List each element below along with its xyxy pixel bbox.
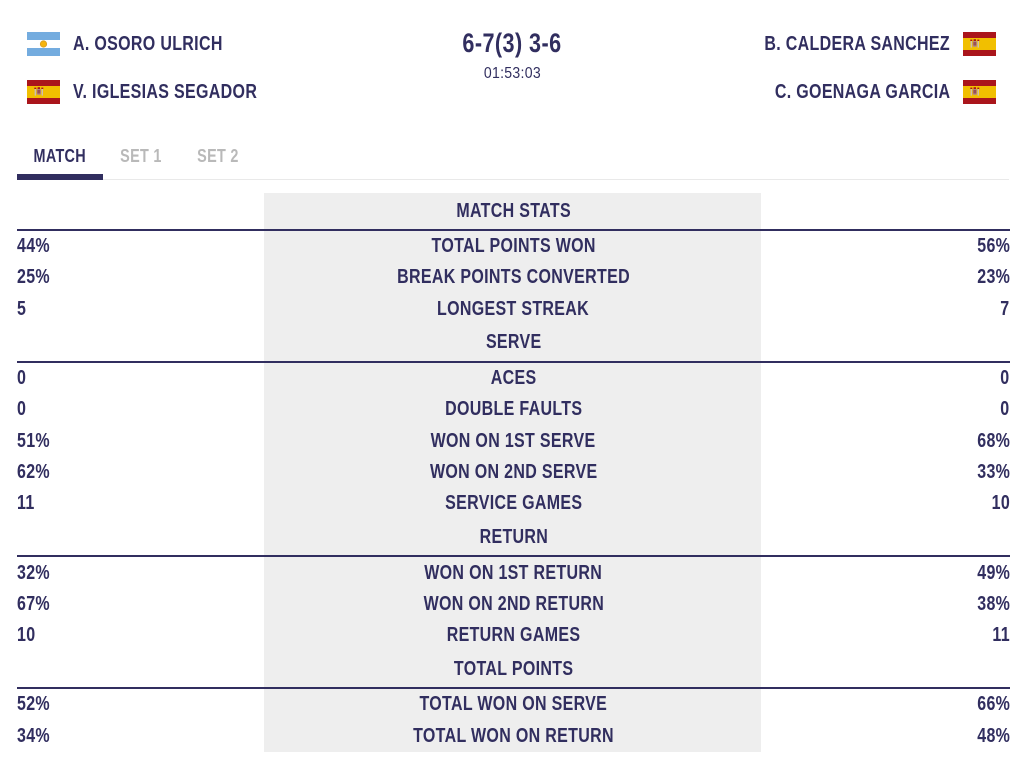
player-name: B. CALDERA SANCHEZ	[764, 32, 950, 55]
stat-row-won-on-2nd-return: 67% WON ON 2ND RETURN 38%	[17, 589, 1010, 620]
stat-value-left: 5	[17, 297, 27, 320]
section-header: TOTAL POINTS	[17, 651, 1010, 690]
player-flag	[27, 32, 60, 56]
player-row: A. OSORO ULRICH	[27, 32, 303, 56]
stat-row-break-points-converted: 25% BREAK POINTS CONVERTED 23%	[17, 262, 1010, 293]
stat-value-right: 66%	[977, 693, 1010, 716]
stat-label: TOTAL POINTS WON	[431, 235, 596, 258]
stat-row-total-won-on-return: 34% TOTAL WON ON RETURN 48%	[17, 721, 1010, 752]
match-header: A. OSORO ULRICH V. IGLESIAS SEGADOR 6-7(…	[0, 0, 1024, 117]
player-row: V. IGLESIAS SEGADOR	[27, 80, 303, 104]
section-title: RETURN	[479, 525, 548, 548]
stat-row-return-games: 10 RETURN GAMES 11	[17, 620, 1010, 651]
section-title: MATCH STATS	[456, 199, 571, 222]
section-header: SERVE	[17, 325, 1010, 363]
stat-value-right: 23%	[977, 266, 1010, 289]
stat-label: RETURN GAMES	[446, 624, 581, 647]
section-title: SERVE	[485, 331, 542, 354]
stat-label: WON ON 1ST RETURN	[424, 561, 603, 584]
section-header: RETURN	[17, 519, 1010, 558]
tab-bar: MATCH SET 1 SET 2	[17, 140, 1010, 180]
stats-table: MATCH STATS 44% TOTAL POINTS WON 56% 25%…	[17, 193, 1010, 752]
stat-value-right: 38%	[977, 592, 1010, 615]
section-header: MATCH STATS	[17, 193, 1010, 231]
spain-flag-icon	[27, 80, 60, 104]
stat-value-right: 7	[1000, 297, 1010, 320]
spain-flag-icon	[963, 32, 996, 56]
stat-row-longest-streak: 5 LONGEST STREAK 7	[17, 294, 1010, 325]
team-right: B. CALDERA SANCHEZ C. GOENAGA GARCIA	[718, 32, 996, 104]
stat-row-won-on-1st-serve: 51% WON ON 1ST SERVE 68%	[17, 425, 1010, 456]
stat-label: SERVICE GAMES	[444, 492, 583, 515]
player-name: V. IGLESIAS SEGADOR	[73, 80, 258, 103]
tab-label: MATCH	[33, 145, 87, 166]
stat-label: TOTAL WON ON SERVE	[419, 693, 608, 716]
team-left: A. OSORO ULRICH V. IGLESIAS SEGADOR	[27, 32, 303, 104]
stat-label: TOTAL WON ON RETURN	[413, 724, 614, 747]
stat-value-left: 67%	[17, 592, 50, 615]
stat-value-left: 51%	[17, 429, 50, 452]
player-flag	[963, 32, 996, 56]
tab-set-1[interactable]: SET 1	[103, 140, 179, 180]
player-name: C. GOENAGA GARCIA	[774, 80, 950, 103]
player-row: B. CALDERA SANCHEZ	[718, 32, 996, 56]
stat-value-right: 68%	[977, 429, 1010, 452]
stat-value-left: 0	[17, 398, 27, 421]
stat-value-right: 49%	[977, 561, 1010, 584]
stat-value-right: 11	[992, 624, 1010, 647]
stat-label: LONGEST STREAK	[437, 297, 590, 320]
stat-value-left: 25%	[17, 266, 50, 289]
stat-value-right: 0	[1000, 367, 1010, 390]
player-flag	[27, 80, 60, 104]
stats-section-return: RETURN 32% WON ON 1ST RETURN 49% 67% WON…	[17, 519, 1010, 651]
stat-value-left: 10	[17, 624, 36, 647]
stat-row-total-won-on-serve: 52% TOTAL WON ON SERVE 66%	[17, 689, 1010, 720]
stat-label: WON ON 2ND RETURN	[423, 592, 604, 615]
stat-value-left: 0	[17, 367, 27, 390]
center-panel-background	[264, 193, 761, 752]
stat-row-total-points-won: 44% TOTAL POINTS WON 56%	[17, 231, 1010, 262]
match-duration: 01:53:03	[483, 65, 541, 82]
section-title: TOTAL POINTS	[453, 657, 574, 680]
match-score: 6-7(3) 3-6	[462, 28, 562, 58]
stat-label: WON ON 1ST SERVE	[431, 429, 596, 452]
stat-value-left: 32%	[17, 561, 50, 584]
spain-flag-icon	[963, 80, 996, 104]
stats-section-serve: SERVE 0 ACES 0 0 DOUBLE FAULTS 0 51% WON…	[17, 325, 1010, 519]
tab-label: SET 1	[120, 145, 162, 166]
stat-label: BREAK POINTS CONVERTED	[397, 266, 630, 289]
stat-value-left: 11	[17, 492, 35, 515]
tab-label: SET 2	[197, 145, 239, 166]
stat-label: WON ON 2ND SERVE	[429, 460, 598, 483]
stat-value-right: 48%	[977, 724, 1010, 747]
stats-section-match-stats: MATCH STATS 44% TOTAL POINTS WON 56% 25%…	[17, 193, 1010, 325]
player-flag	[963, 80, 996, 104]
stat-value-right: 56%	[977, 235, 1010, 258]
player-row: C. GOENAGA GARCIA	[718, 80, 996, 104]
stat-value-right: 33%	[977, 460, 1010, 483]
stat-value-left: 44%	[17, 235, 50, 258]
score-block: 6-7(3) 3-6 01:53:03	[0, 28, 1024, 82]
tab-match[interactable]: MATCH	[17, 140, 103, 180]
stat-value-right: 0	[1000, 398, 1010, 421]
stat-row-won-on-2nd-serve: 62% WON ON 2ND SERVE 33%	[17, 457, 1010, 488]
stat-row-double-faults: 0 DOUBLE FAULTS 0	[17, 394, 1010, 425]
argentina-flag-icon	[27, 32, 60, 56]
stat-value-left: 34%	[17, 724, 50, 747]
stat-value-left: 52%	[17, 693, 50, 716]
stat-row-aces: 0 ACES 0	[17, 363, 1010, 394]
stat-value-right: 10	[991, 492, 1010, 515]
player-name: A. OSORO ULRICH	[73, 32, 223, 55]
stat-label: DOUBLE FAULTS	[444, 398, 583, 421]
stat-value-left: 62%	[17, 460, 50, 483]
stat-row-service-games: 11 SERVICE GAMES 10	[17, 488, 1010, 519]
tab-set-2[interactable]: SET 2	[179, 140, 257, 180]
stat-row-won-on-1st-return: 32% WON ON 1ST RETURN 49%	[17, 557, 1010, 588]
stats-section-total-points: TOTAL POINTS 52% TOTAL WON ON SERVE 66% …	[17, 651, 1010, 752]
stat-label: ACES	[490, 367, 537, 390]
